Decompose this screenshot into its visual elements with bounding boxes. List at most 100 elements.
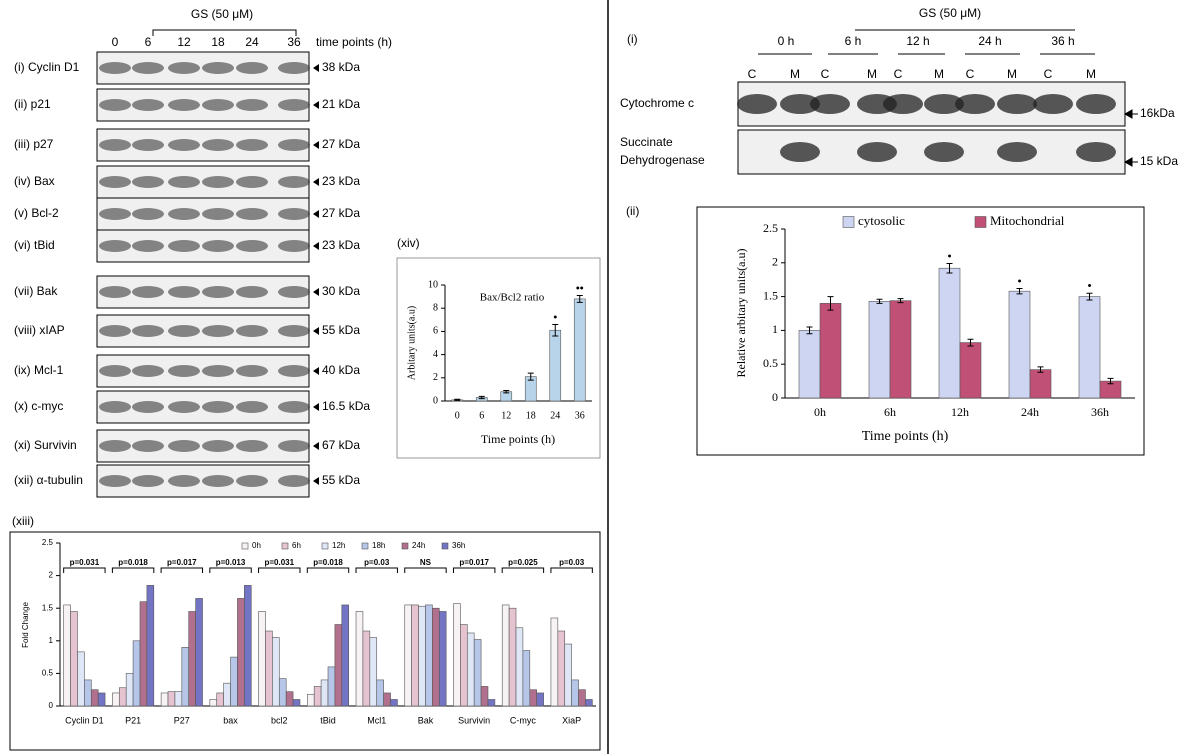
x-tick-label: Cyclin D1 [65,715,104,725]
x-tick-label: 36 [575,410,585,421]
significance-mark: • [1018,275,1022,287]
blot-band [132,475,164,487]
legend-swatch [241,542,249,550]
p-value-bracket [452,567,496,573]
bar [139,601,148,707]
blot-band [236,62,268,74]
error-bar [576,294,583,303]
blot-band [278,325,310,337]
x-tick-label: Mcl1 [367,715,386,725]
bar [181,647,190,707]
legend-swatch [441,542,449,550]
x-tick-label: tBid [320,715,336,725]
size-arrow [313,477,319,485]
blot-label: Dehydrogenase [620,153,705,167]
fraction-label: M [790,67,800,81]
blot-band [810,94,850,114]
fraction-label: M [934,67,944,81]
bar [209,699,218,707]
bar [272,637,280,707]
bar [390,699,398,707]
bar [188,611,196,707]
y-axis-label: Arbitary units(a.u) [406,306,417,380]
blot-band [99,99,131,111]
blot-label: (xii) α-tubulin [14,473,83,487]
p-value-bracket [404,567,447,573]
chart-title: Bax/Bcl2 ratio [480,292,545,304]
legend-label: cytosolic [858,213,905,228]
panel-label: (xiii) [12,514,34,528]
error-bar [806,326,813,335]
bar [63,604,71,707]
p-value-bracket [160,567,204,573]
blot-band [278,401,310,413]
bar [418,605,426,707]
y-tick-label: 2.5 [42,538,54,547]
panel-label: (xiv) [397,236,420,250]
blot-band [168,176,200,188]
legend-label: 0h [252,541,261,550]
bar [536,692,544,707]
blot-band [202,62,234,74]
blot-band [168,208,200,220]
y-tick-label: 8 [433,302,438,313]
blot-band [99,62,131,74]
bar [573,298,586,402]
legend-swatch [361,542,369,550]
error-bar [454,398,461,401]
x-tick-label: 12 [501,410,511,421]
bar [1029,369,1052,399]
bar [306,693,315,707]
y-tick-label: 2 [433,372,438,383]
bar [77,651,85,707]
x-tick-label: bax [223,715,238,725]
blot-band [278,139,310,151]
legend-swatch [401,542,409,550]
bar [404,604,412,707]
bar [798,330,821,399]
bar [118,687,127,707]
blot-band [168,240,200,252]
bar [97,692,106,707]
blot-size: 67 kDa [322,438,360,452]
bar [515,627,524,707]
blot-membrane [96,390,310,424]
blot-label: (iv) Bax [14,174,55,188]
bar [230,656,238,707]
size-arrow [313,178,319,186]
blot-band [780,142,820,162]
blot-band [168,365,200,377]
bar [265,630,273,707]
blot-band [278,240,310,252]
bar [327,666,336,707]
p-value-bracket [355,567,398,573]
x-tick-label: 0 [455,410,460,421]
y-tick-label: 2.5 [763,221,778,235]
blot-band [955,94,995,114]
blot-band [132,99,164,111]
blot-band [202,176,234,188]
bar [550,617,559,707]
blot-band [132,208,164,220]
x-tick-label: 12h [951,405,969,419]
bar [132,640,141,707]
bar [362,630,371,707]
blot-band [168,62,200,74]
bar [549,329,562,402]
size-arrow [1123,157,1138,167]
error-bar [1016,287,1023,295]
bar [285,691,294,707]
blot-band [99,325,131,337]
error-bar [827,296,834,311]
y-tick-label: 2 [49,571,54,580]
blot-band [1076,142,1116,162]
time-point: 12 [177,35,191,49]
blot-size: 23 kDa [322,174,360,188]
time-axis-label: time points (h) [316,35,392,49]
p-value-bracket [501,567,545,573]
blot-band [997,94,1037,114]
chart-frame [696,206,1145,456]
x-tick-label: XiaP [562,715,581,725]
error-bar [552,323,559,337]
blot-band [168,139,200,151]
